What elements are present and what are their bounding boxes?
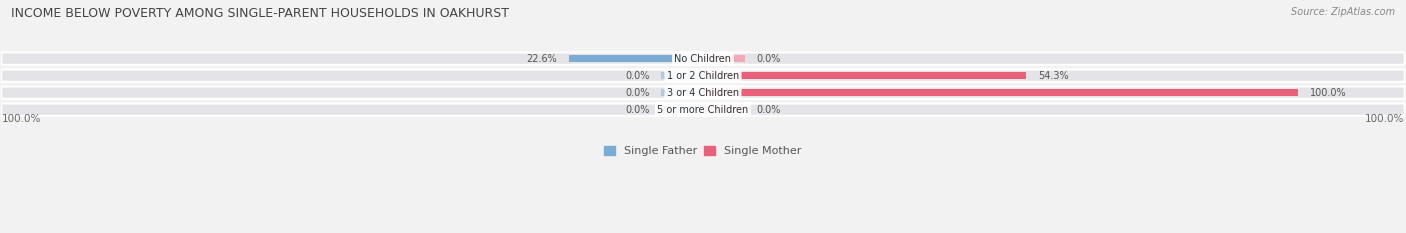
Text: 22.6%: 22.6% <box>526 54 557 64</box>
Text: INCOME BELOW POVERTY AMONG SINGLE-PARENT HOUSEHOLDS IN OAKHURST: INCOME BELOW POVERTY AMONG SINGLE-PARENT… <box>11 7 509 20</box>
Text: 54.3%: 54.3% <box>1038 71 1069 81</box>
Bar <box>703 89 1298 96</box>
FancyBboxPatch shape <box>1 103 1405 116</box>
Text: 0.0%: 0.0% <box>756 105 780 115</box>
Legend: Single Father, Single Mother: Single Father, Single Mother <box>605 146 801 156</box>
Bar <box>661 106 703 113</box>
Text: 5 or more Children: 5 or more Children <box>658 105 748 115</box>
FancyBboxPatch shape <box>1 69 1405 82</box>
Text: No Children: No Children <box>675 54 731 64</box>
Text: 0.0%: 0.0% <box>626 71 650 81</box>
Text: Source: ZipAtlas.com: Source: ZipAtlas.com <box>1291 7 1395 17</box>
Text: 100.0%: 100.0% <box>1365 114 1405 124</box>
Text: 100.0%: 100.0% <box>1 114 41 124</box>
Bar <box>703 72 1026 79</box>
FancyBboxPatch shape <box>1 52 1405 65</box>
Text: 0.0%: 0.0% <box>626 105 650 115</box>
FancyBboxPatch shape <box>1 86 1405 99</box>
Bar <box>703 106 745 113</box>
Bar <box>703 55 745 62</box>
Text: 3 or 4 Children: 3 or 4 Children <box>666 88 740 98</box>
Text: 0.0%: 0.0% <box>756 54 780 64</box>
Text: 1 or 2 Children: 1 or 2 Children <box>666 71 740 81</box>
Bar <box>661 72 703 79</box>
Bar <box>661 89 703 96</box>
Bar <box>568 55 703 62</box>
Text: 100.0%: 100.0% <box>1309 88 1346 98</box>
Text: 0.0%: 0.0% <box>626 88 650 98</box>
